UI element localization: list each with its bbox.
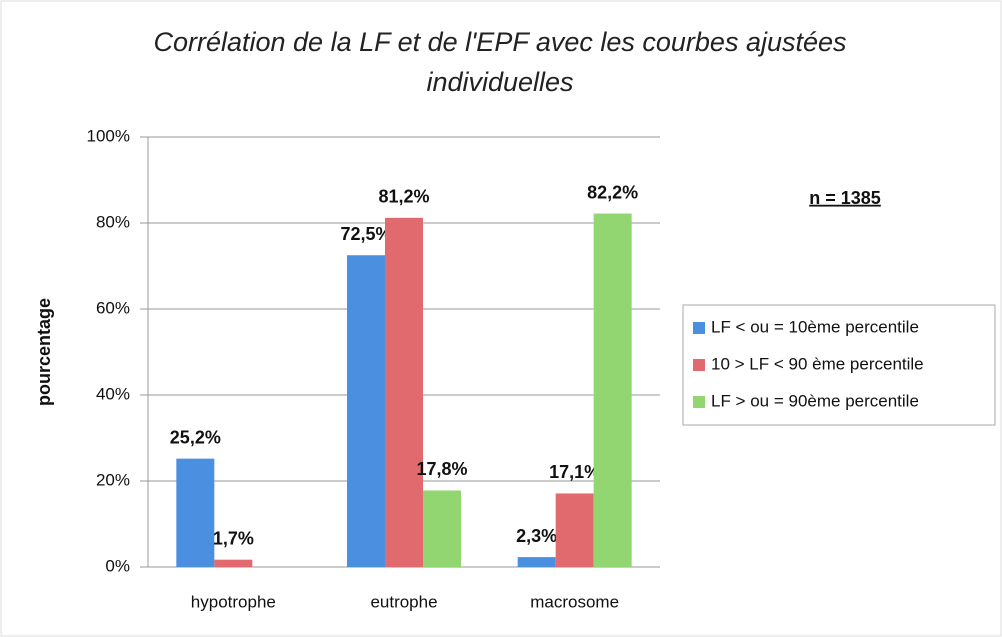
bar	[347, 255, 385, 567]
legend-box	[682, 304, 996, 426]
legend-label: 10 > LF < 90 ème percentile	[711, 354, 924, 373]
x-tick-label: macrosome	[530, 592, 619, 611]
legend-label: LF > ou = 90ème percentile	[711, 391, 919, 410]
data-label: 17,8%	[416, 459, 467, 479]
data-label: 81,2%	[378, 187, 429, 207]
legend-swatch	[693, 396, 705, 408]
y-tick-label: 40%	[96, 384, 130, 403]
legend-swatch	[693, 322, 705, 334]
data-label: 17,1%	[549, 462, 600, 482]
legend-swatch	[693, 359, 705, 371]
bar	[385, 217, 423, 567]
x-tick-label: eutrophe	[370, 592, 437, 611]
data-label: 1,7%	[213, 528, 254, 548]
chart-title: Corrélation de la LF et de l'EPF avec le…	[153, 27, 847, 97]
data-label: 72,5%	[340, 224, 391, 244]
bar	[176, 458, 215, 567]
y-tick-label: 0%	[105, 556, 130, 575]
legend-label: LF < ou = 10ème percentile	[711, 317, 919, 336]
y-tick-label: 80%	[96, 212, 130, 231]
x-tick-label: hypotrophe	[191, 592, 276, 611]
data-label: 25,2%	[170, 427, 221, 447]
bar	[214, 559, 253, 567]
bar	[517, 557, 556, 567]
bar	[593, 213, 632, 568]
y-tick-label: 100%	[87, 126, 130, 145]
bar	[423, 490, 461, 567]
y-tick-label: 60%	[96, 298, 130, 317]
bar	[555, 493, 594, 567]
data-label: 82,2%	[587, 182, 638, 202]
data-label: 2,3%	[516, 526, 557, 546]
y-tick-label: 20%	[96, 470, 130, 489]
annotation: n = 1385	[809, 188, 881, 208]
y-axis-label: pourcentage	[34, 298, 54, 406]
